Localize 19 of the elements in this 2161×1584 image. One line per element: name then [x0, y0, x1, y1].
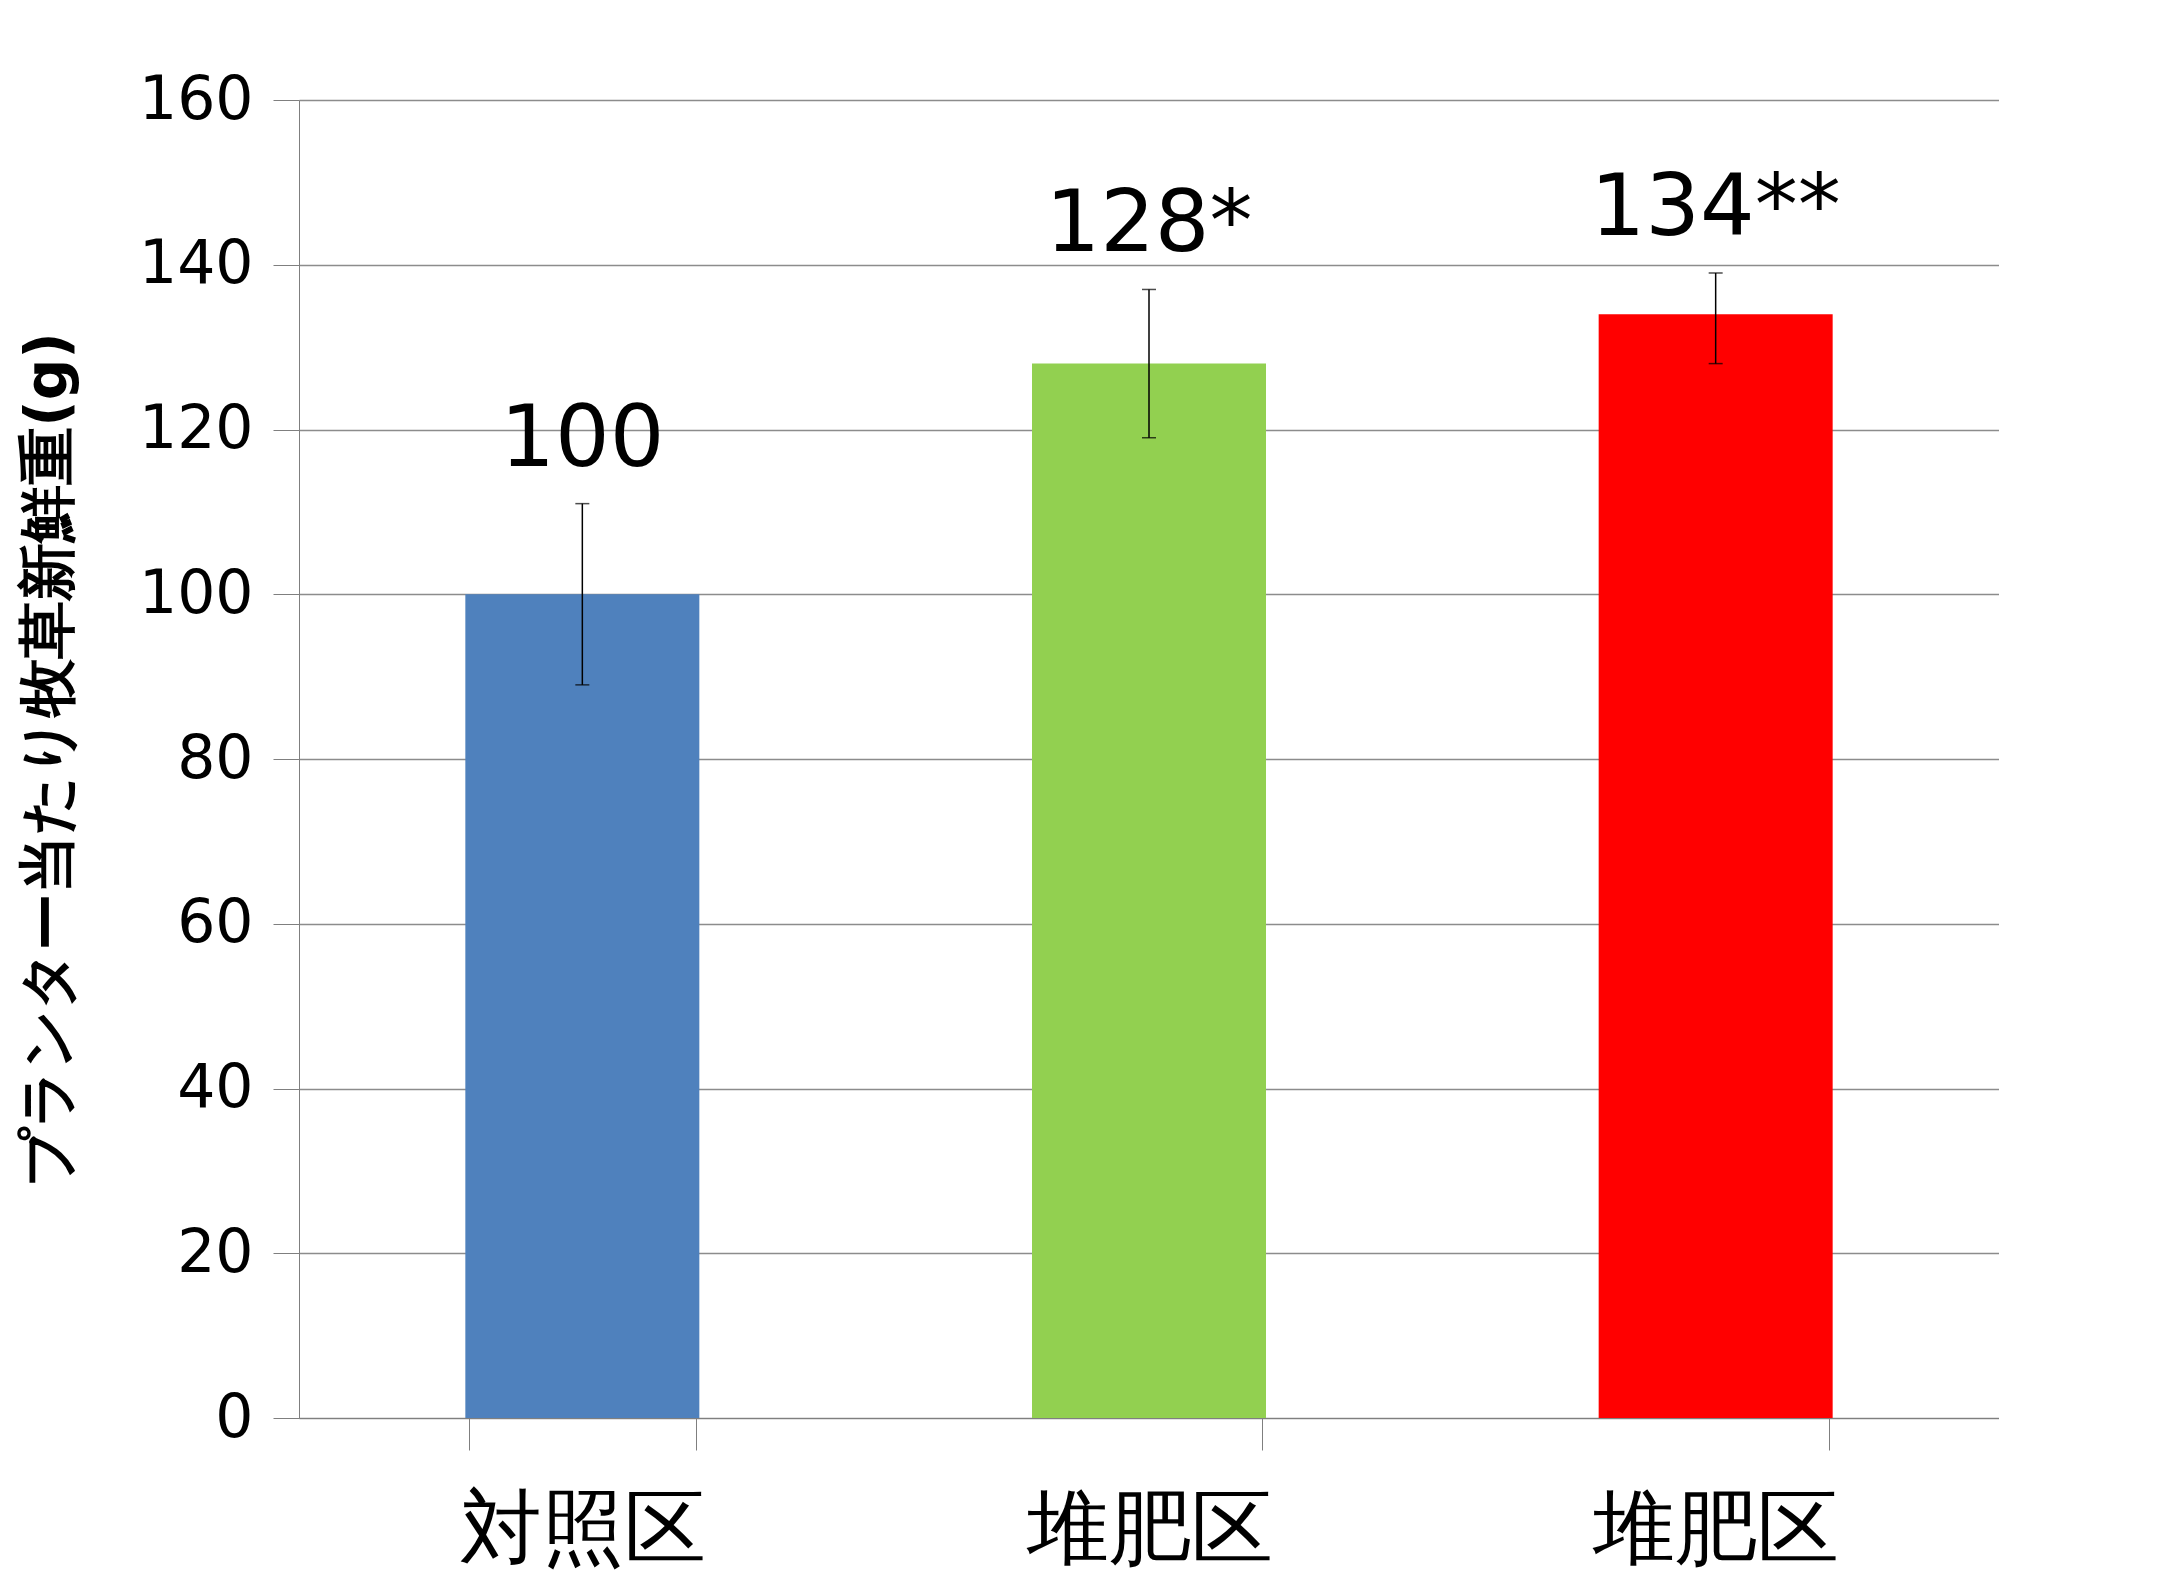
data-label: 128*: [1045, 171, 1253, 272]
x-tick-label: 対照区: [459, 1479, 706, 1575]
bar: [1598, 314, 1833, 1418]
y-tick-label: 0: [215, 1380, 254, 1451]
y-tick-label: 140: [138, 227, 254, 298]
y-tick-label: 20: [177, 1215, 254, 1286]
y-tick-label: 160: [138, 62, 254, 133]
y-tick-label: 100: [138, 556, 254, 627]
y-axis-title: プランター当たり牧草新鮮重(g): [12, 332, 81, 1187]
data-label: 100: [500, 385, 665, 486]
data-label: 134**: [1590, 154, 1841, 255]
y-tick-label: 40: [177, 1051, 254, 1121]
y-tick-label: 80: [177, 721, 254, 792]
y-tick-label: 120: [138, 392, 254, 462]
x-tick-label: 堆肥区: [1592, 1479, 1840, 1575]
bar: [465, 594, 700, 1418]
y-tick-label: 60: [177, 886, 254, 957]
bar: [1032, 363, 1266, 1418]
x-tick-label: 堆肥区: [1025, 1479, 1273, 1575]
